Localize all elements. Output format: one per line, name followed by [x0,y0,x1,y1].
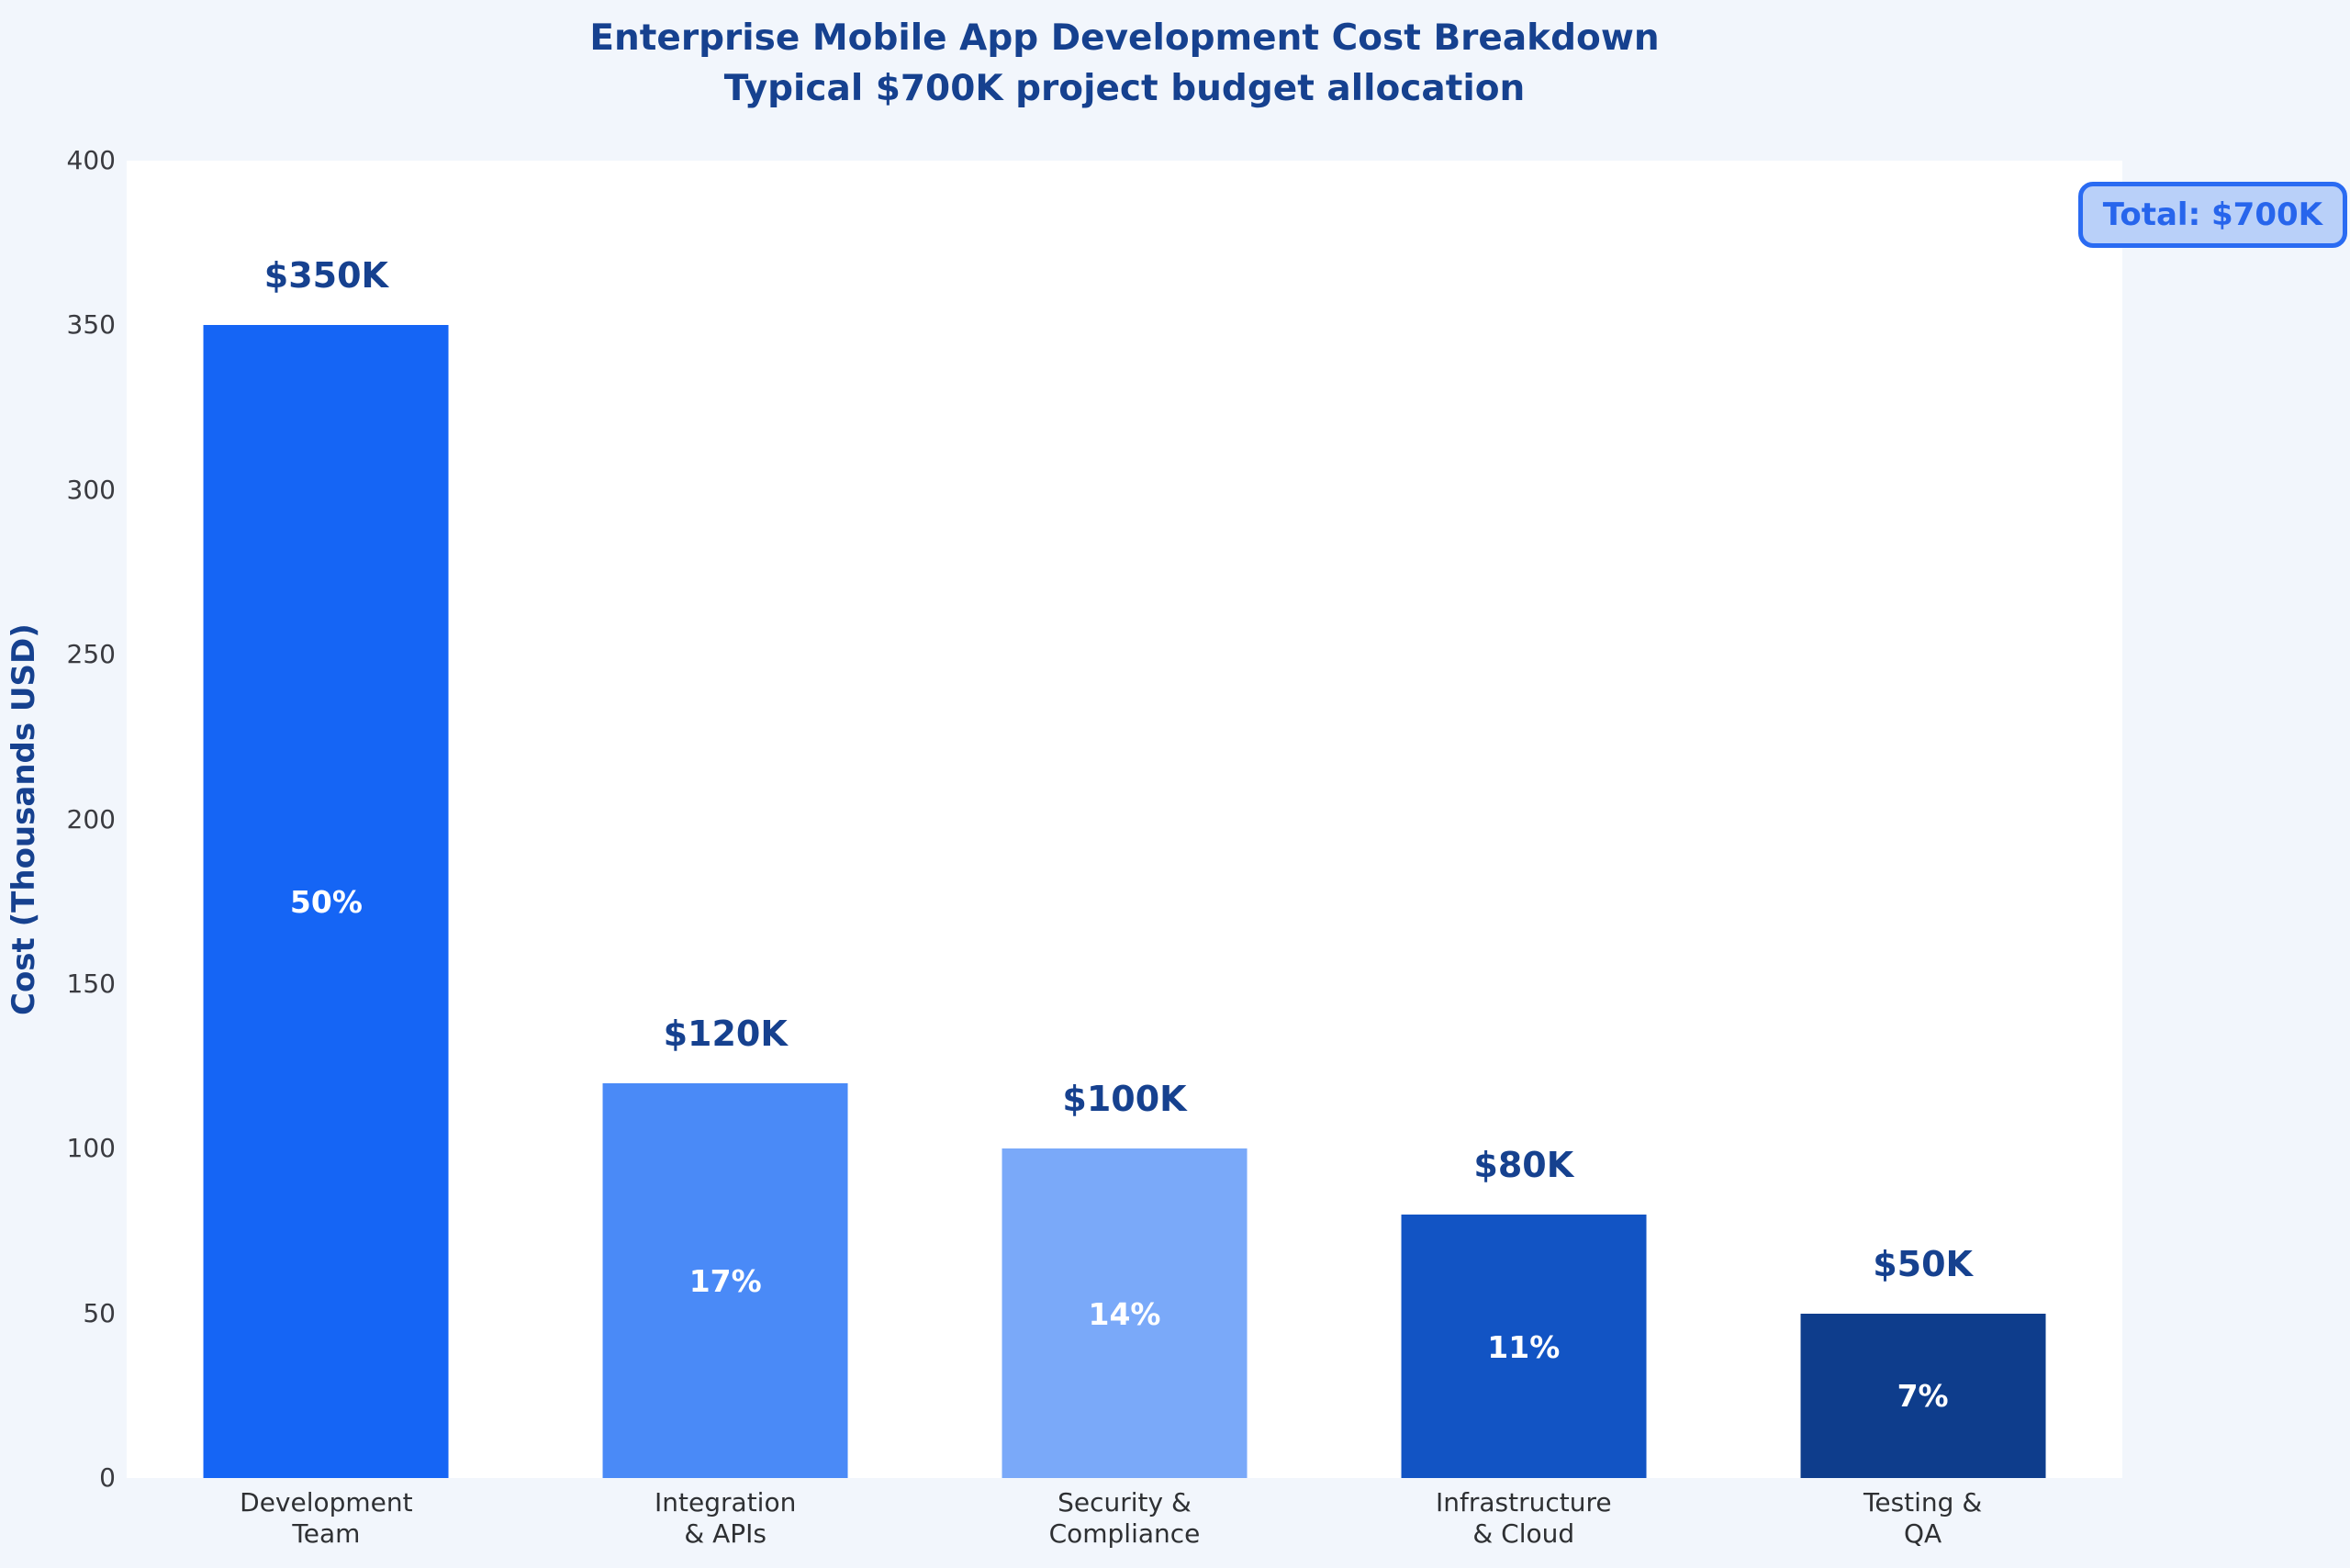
bar-percent-label: 7% [1897,1378,1949,1415]
x-tick-label: Testing & QA [1863,1487,1983,1549]
y-tick-label: 100 [66,1133,116,1164]
bar-value-label: $350K [263,255,388,297]
y-tick-label: 350 [66,309,116,341]
bar-percent-label: 17% [688,1262,762,1299]
bar-slot: $100K 14% [925,161,1325,1478]
chart-title-block: Enterprise Mobile App Development Cost B… [127,13,2122,114]
bar-slot: $350K 50% [127,161,526,1478]
bar-1 [602,1082,848,1478]
y-tick-label: 0 [99,1462,116,1493]
y-axis-title: Cost (Thousands USD) [6,623,42,1015]
y-tick-label: 50 [83,1297,116,1328]
plot-area: $350K 50% $120K 17% $100K 14% $80K 11% $50K 7% [127,161,2122,1478]
x-tick-label: Infrastructure & Cloud [1435,1487,1612,1549]
bar-2 [1002,1148,1248,1478]
bar-0 [203,325,449,1478]
x-tick-label: Development Team [240,1487,413,1549]
bar-slot: $120K 17% [526,161,925,1478]
bars-container: $350K 50% $120K 17% $100K 14% $80K 11% $50K 7% [127,161,2122,1478]
y-tick-label: 250 [66,639,116,670]
chart-subtitle: Typical $700K project budget allocation [723,68,1526,109]
chart-title: Enterprise Mobile App Development Cost B… [589,17,1660,59]
bar-value-label: $50K [1873,1243,1973,1284]
y-tick-label: 150 [66,968,116,999]
bar-slot: $80K 11% [1324,161,1723,1478]
total-badge: Total: $700K [2077,182,2347,248]
y-axis-ticks: 0 50 100 150 200 250 300 350 400 [0,0,116,1568]
x-tick-label: Security & Compliance [1048,1487,1201,1549]
bar-value-label: $80K [1473,1145,1574,1185]
x-tick-label: Integration & APIs [655,1487,797,1549]
y-tick-label: 200 [66,803,116,834]
bar-4 [1800,1313,2046,1478]
y-tick-label: 400 [66,145,116,175]
x-axis-labels: Development Team Integration & APIs Securi… [127,1487,2122,1550]
bar-percent-label: 11% [1487,1328,1561,1365]
bar-percent-label: 50% [289,884,363,921]
bar-percent-label: 14% [1088,1295,1161,1332]
bar-value-label: $120K [663,1013,788,1054]
y-tick-label: 300 [66,474,116,505]
bar-slot: $50K 7% [1723,161,2122,1478]
bar-3 [1401,1215,1647,1478]
bar-value-label: $100K [1062,1079,1187,1120]
